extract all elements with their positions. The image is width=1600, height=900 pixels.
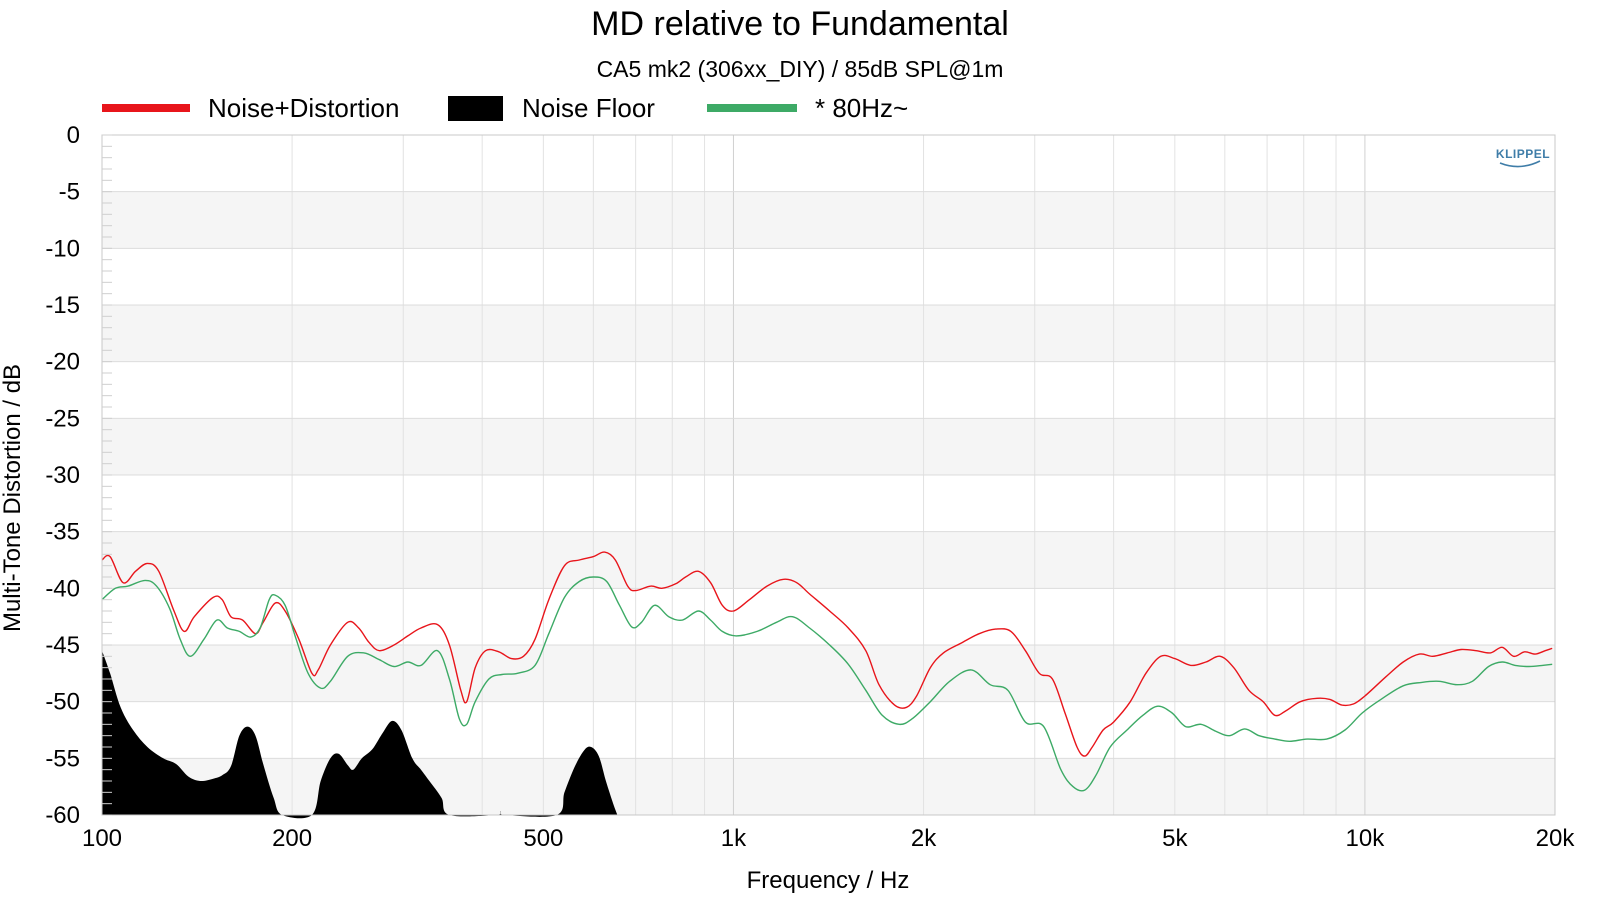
- y-tick-label: -25: [45, 405, 80, 432]
- y-tick-label: -45: [45, 632, 80, 659]
- klippel-logo: KLIPPEL: [1496, 147, 1550, 168]
- x-tick-labels: 100 200 500 1k 2k 5k 10k 20k: [82, 825, 1575, 852]
- legend: Noise+Distortion Noise Floor * 80Hz~: [102, 93, 908, 123]
- y-tick-label: -40: [45, 575, 80, 602]
- series-layer: [101, 551, 1553, 819]
- y-axis-label: Multi-Tone Distortion / dB: [0, 364, 26, 632]
- legend-label: * 80Hz~: [815, 93, 908, 123]
- y-tick-label: -5: [59, 179, 80, 206]
- y-tick-label: -20: [45, 349, 80, 376]
- legend-label: Noise+Distortion: [208, 93, 399, 123]
- x-axis-label: Frequency / Hz: [747, 867, 910, 894]
- legend-swatch-noise-floor: [448, 96, 503, 121]
- y-tick-labels: 0 -5 -10 -15 -20 -25 -30 -35 -40 -45 -50 -55 -60: [45, 122, 80, 829]
- legend-label: Noise Floor: [522, 93, 655, 123]
- x-tick-label: 200: [272, 825, 312, 852]
- y-tick-label: -50: [45, 689, 80, 716]
- y-tick-label: -15: [45, 292, 80, 319]
- klippel-logo-text: KLIPPEL: [1496, 147, 1550, 161]
- plot-band: [102, 191, 1555, 249]
- x-tick-label: 1k: [721, 825, 747, 852]
- plot-band: [102, 645, 1555, 702]
- y-tick-label: 0: [67, 122, 80, 149]
- y-minor-ticks: [102, 134, 112, 816]
- plot-band: [102, 531, 1555, 589]
- x-tick-label: 500: [523, 825, 563, 852]
- series-noise-floor-area: [102, 650, 618, 819]
- plot-band: [102, 305, 1555, 362]
- chart-subtitle: CA5 mk2 (306xx_DIY) / 85dB SPL@1m: [597, 56, 1004, 82]
- chart-title: MD relative to Fundamental: [591, 5, 1009, 43]
- series-80hz-line: [101, 576, 1553, 792]
- y-tick-label: -10: [45, 235, 80, 262]
- x-tick-label: 20k: [1536, 825, 1576, 852]
- legend-swatch-noise-distortion: [102, 104, 190, 112]
- y-tick-label: -35: [45, 519, 80, 546]
- x-tick-label: 5k: [1162, 825, 1188, 852]
- y-tick-label: -55: [45, 745, 80, 772]
- klippel-logo-swoosh: [1499, 160, 1541, 168]
- plot-bands: [102, 191, 1555, 815]
- legend-swatch-80hz: [707, 104, 797, 112]
- x-tick-label: 2k: [911, 825, 937, 852]
- series-noise-distortion-line: [101, 551, 1553, 757]
- x-tick-label: 100: [82, 825, 122, 852]
- plot-band: [102, 418, 1555, 475]
- y-tick-label: -60: [45, 802, 80, 829]
- x-tick-label: 10k: [1346, 825, 1386, 852]
- y-tick-label: -30: [45, 462, 80, 489]
